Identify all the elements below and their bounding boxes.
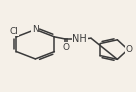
Text: N: N [32,25,39,34]
Text: NH: NH [72,34,87,44]
Text: O: O [62,43,69,52]
Text: Cl: Cl [10,27,19,36]
Text: O: O [126,45,132,54]
